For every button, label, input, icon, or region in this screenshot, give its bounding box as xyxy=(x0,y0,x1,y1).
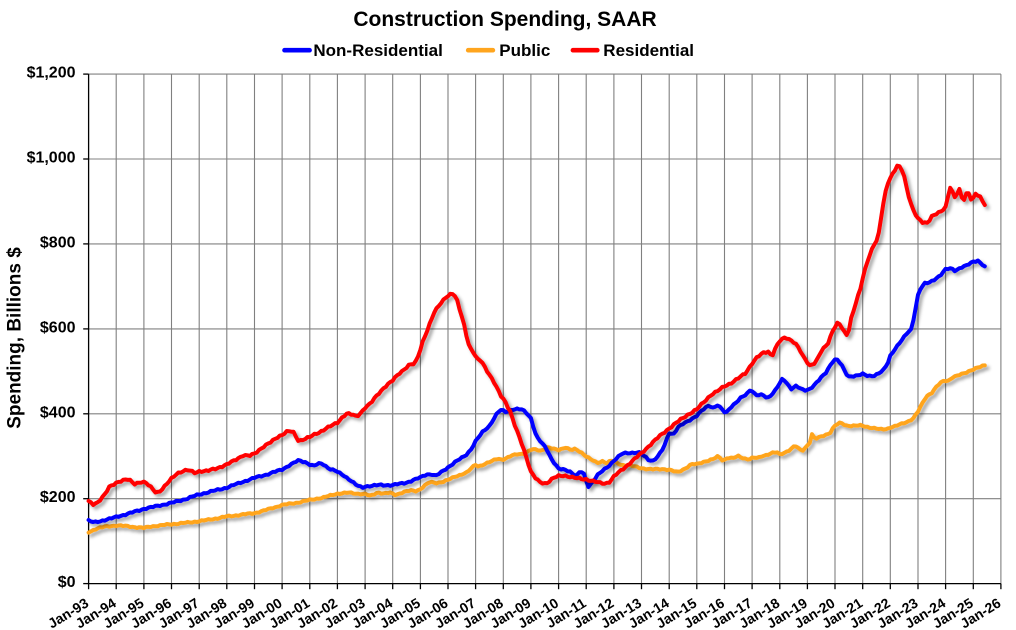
svg-text:Public: Public xyxy=(499,41,550,60)
svg-text:$800: $800 xyxy=(40,234,76,251)
svg-text:$200: $200 xyxy=(40,489,76,506)
svg-text:Spending, Billions $: Spending, Billions $ xyxy=(5,247,26,429)
svg-text:$1,200: $1,200 xyxy=(27,65,76,82)
svg-text:$600: $600 xyxy=(40,319,76,336)
svg-text:Residential: Residential xyxy=(603,41,694,60)
svg-text:Construction Spending, SAAR: Construction Spending, SAAR xyxy=(353,8,656,31)
svg-text:$1,000: $1,000 xyxy=(27,150,76,167)
svg-text:Non-Residential: Non-Residential xyxy=(313,41,442,60)
svg-text:$0: $0 xyxy=(58,574,76,591)
svg-text:$400: $400 xyxy=(40,404,76,421)
